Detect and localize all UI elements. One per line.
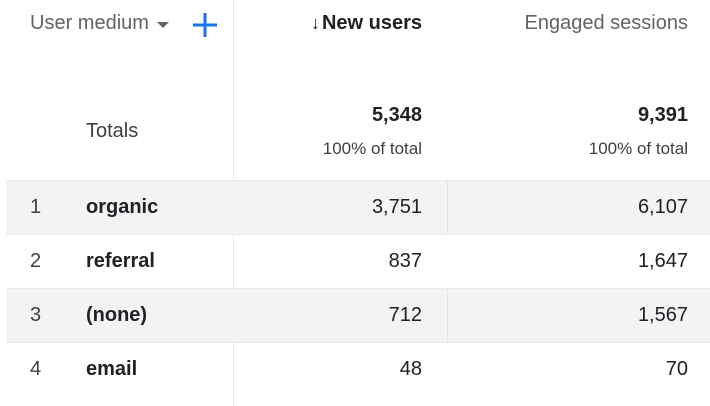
total-new-users-value: 5,348 — [371, 104, 422, 126]
sort-descending-icon: ↓ — [310, 13, 320, 33]
row-index: 2 — [30, 250, 42, 272]
dimension-selector[interactable]: User medium — [30, 12, 169, 35]
table-row[interactable]: 2 referral 837 1,647 — [6, 234, 710, 288]
row-index: 3 — [30, 304, 42, 326]
row-new-users: 3,751 — [371, 196, 422, 218]
row-medium: organic — [86, 196, 159, 218]
row-index: 1 — [30, 196, 42, 218]
row-index: 4 — [30, 358, 42, 380]
add-dimension-button[interactable] — [190, 10, 220, 40]
new-users-header-label: New users — [321, 12, 422, 34]
row-engaged-sessions: 1,647 — [637, 250, 688, 272]
table-row[interactable]: 1 organic 3,751 6,107 — [6, 180, 710, 234]
plus-icon — [193, 13, 217, 37]
totals-row: Totals 5,348 100% of total 9,391 100% of… — [0, 90, 710, 180]
total-new-users: 5,348 100% of total — [323, 104, 422, 159]
table-row[interactable]: 4 email 48 70 — [6, 342, 710, 396]
row-new-users: 48 — [399, 358, 422, 380]
dropdown-caret-icon[interactable] — [156, 21, 169, 28]
row-engaged-sessions: 6,107 — [637, 196, 688, 218]
row-medium: email — [86, 358, 138, 380]
total-engaged-sessions-value: 9,391 — [637, 104, 688, 126]
total-new-users-pct: 100% of total — [322, 139, 422, 158]
engaged-sessions-header[interactable]: Engaged sessions — [525, 12, 688, 35]
row-new-users: 712 — [388, 304, 422, 326]
new-users-header[interactable]: ↓ New users — [311, 12, 422, 35]
row-medium: (none) — [86, 304, 148, 326]
total-engaged-sessions-pct: 100% of total — [588, 139, 688, 158]
table-header: User medium ↓ New users Engaged sessions — [0, 0, 710, 90]
row-medium: referral — [86, 250, 155, 272]
row-engaged-sessions: 70 — [665, 358, 688, 380]
row-new-users: 837 — [388, 250, 422, 272]
totals-label: Totals — [86, 120, 139, 142]
cell-divider — [447, 181, 448, 234]
table-row[interactable]: 3 (none) 712 1,567 — [6, 288, 710, 342]
total-engaged-sessions: 9,391 100% of total — [589, 104, 688, 159]
engaged-sessions-header-label: Engaged sessions — [524, 12, 688, 34]
dimension-header-label: User medium — [30, 12, 149, 34]
row-engaged-sessions: 1,567 — [637, 304, 688, 326]
cell-divider — [447, 289, 448, 342]
